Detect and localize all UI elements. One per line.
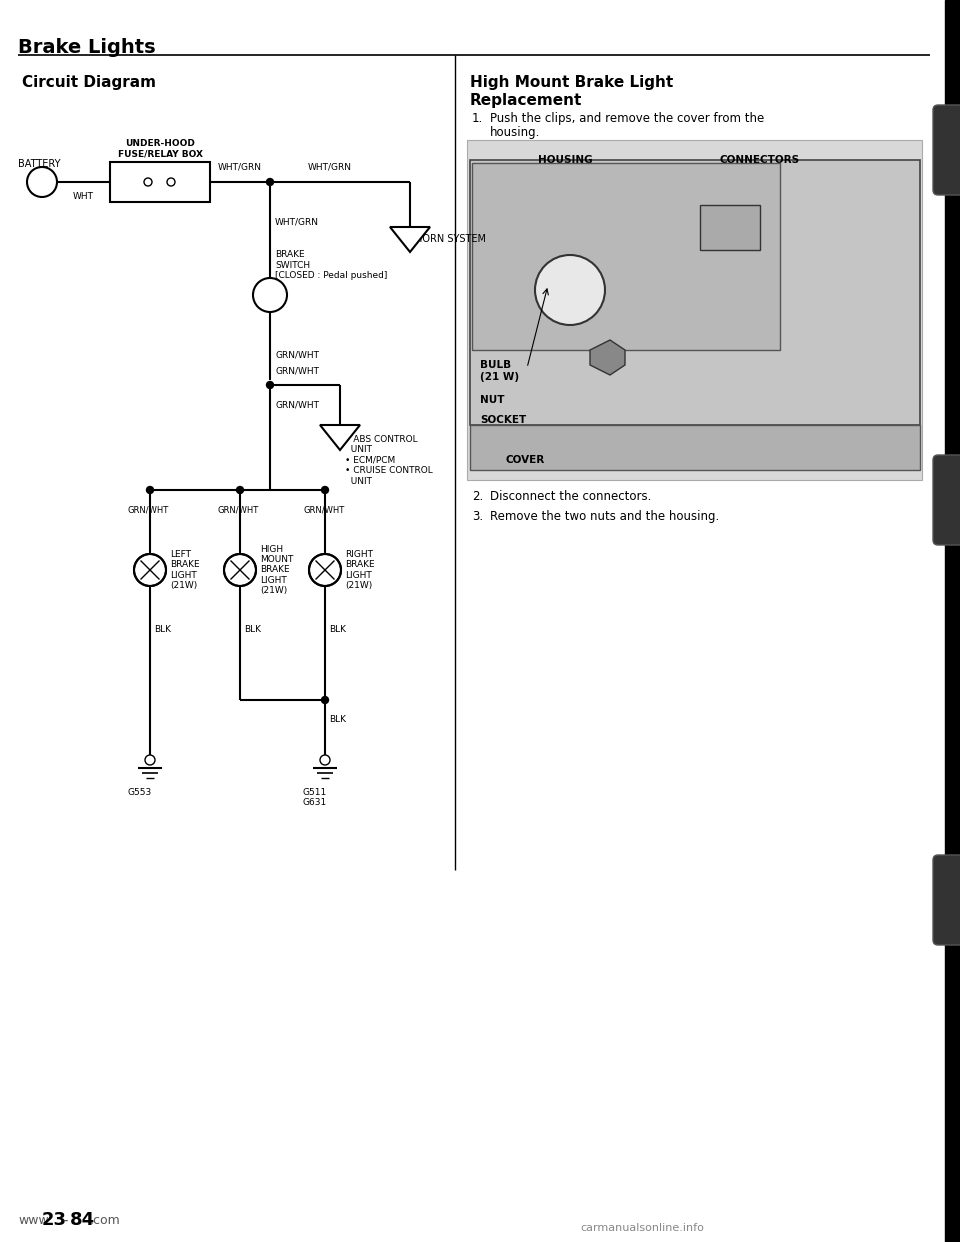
Text: • ABS CONTROL
  UNIT
• ECM/PCM
• CRUISE CONTROL
  UNIT: • ABS CONTROL UNIT • ECM/PCM • CRUISE CO… xyxy=(345,435,433,486)
Text: 1.: 1. xyxy=(472,112,483,125)
Text: LEFT
BRAKE
LIGHT
(21W): LEFT BRAKE LIGHT (21W) xyxy=(170,550,200,590)
Text: www: www xyxy=(18,1213,49,1227)
Bar xyxy=(945,0,960,1242)
Text: BLK: BLK xyxy=(329,715,346,724)
Text: HIGH
MOUNT
BRAKE
LIGHT
(21W): HIGH MOUNT BRAKE LIGHT (21W) xyxy=(260,545,294,595)
Text: BULB
(21 W): BULB (21 W) xyxy=(480,360,519,381)
Circle shape xyxy=(145,755,155,765)
Text: o: o xyxy=(272,297,276,303)
Text: BRAKE
SWITCH
[CLOSED : Pedal pushed]: BRAKE SWITCH [CLOSED : Pedal pushed] xyxy=(275,250,388,279)
Circle shape xyxy=(267,179,274,185)
Text: BLK: BLK xyxy=(154,626,171,635)
Text: Disconnect the connectors.: Disconnect the connectors. xyxy=(490,491,652,503)
Text: 3.: 3. xyxy=(472,510,483,523)
Text: G553: G553 xyxy=(128,787,152,797)
Text: High Mount Brake Light: High Mount Brake Light xyxy=(470,75,673,89)
Polygon shape xyxy=(590,340,625,375)
FancyBboxPatch shape xyxy=(933,854,960,945)
Circle shape xyxy=(147,487,154,493)
Text: carmanualsonline.info: carmanualsonline.info xyxy=(580,1223,704,1233)
Text: 23: 23 xyxy=(42,1211,67,1230)
Circle shape xyxy=(134,554,166,586)
Text: Brake Lights: Brake Lights xyxy=(18,39,156,57)
Text: GRN/WHT: GRN/WHT xyxy=(128,505,169,514)
Text: WHT/GRN: WHT/GRN xyxy=(275,217,319,226)
Text: GRN/WHT: GRN/WHT xyxy=(218,505,259,514)
Text: CONNECTORS: CONNECTORS xyxy=(720,155,800,165)
Text: NUT: NUT xyxy=(480,395,505,405)
Text: COVER: COVER xyxy=(505,455,544,465)
Text: BLK: BLK xyxy=(244,626,261,635)
Circle shape xyxy=(322,487,328,493)
Text: BATTERY: BATTERY xyxy=(18,159,60,169)
Circle shape xyxy=(320,755,330,765)
Circle shape xyxy=(322,697,328,703)
Text: G511
G631: G511 G631 xyxy=(302,787,327,807)
Text: Circuit Diagram: Circuit Diagram xyxy=(22,75,156,89)
Text: 2.: 2. xyxy=(472,491,483,503)
Text: WHT/GRN: WHT/GRN xyxy=(218,163,262,171)
Text: UNDER-HOOD: UNDER-HOOD xyxy=(125,139,195,149)
Bar xyxy=(467,140,922,479)
Text: P: P xyxy=(262,287,268,296)
Circle shape xyxy=(224,554,256,586)
Polygon shape xyxy=(472,163,780,350)
Bar xyxy=(470,425,920,469)
Text: GRN/WHT: GRN/WHT xyxy=(275,400,319,410)
Text: WHT: WHT xyxy=(73,193,93,201)
Text: 84: 84 xyxy=(70,1211,95,1230)
Bar xyxy=(700,205,760,250)
Circle shape xyxy=(253,278,287,312)
Text: Push the clips, and remove the cover from the: Push the clips, and remove the cover fro… xyxy=(490,112,764,125)
Polygon shape xyxy=(470,160,920,425)
Text: FUSE/RELAY BOX: FUSE/RELAY BOX xyxy=(117,149,203,159)
Text: HOUSING: HOUSING xyxy=(538,155,592,165)
Text: WHT/GRN: WHT/GRN xyxy=(308,163,352,171)
Text: Remove the two nuts and the housing.: Remove the two nuts and the housing. xyxy=(490,510,719,523)
Text: GRN/WHT: GRN/WHT xyxy=(275,366,319,375)
Circle shape xyxy=(27,166,57,197)
Circle shape xyxy=(267,381,274,389)
Circle shape xyxy=(167,178,175,186)
Circle shape xyxy=(236,487,244,493)
Text: -: - xyxy=(62,1212,67,1227)
Bar xyxy=(110,161,210,202)
Circle shape xyxy=(309,554,341,586)
Polygon shape xyxy=(320,425,360,450)
Text: +: + xyxy=(36,175,48,189)
Circle shape xyxy=(535,255,605,325)
Circle shape xyxy=(144,178,152,186)
Text: No.52 (15A): No.52 (15A) xyxy=(133,178,187,186)
Text: GRN/WHT: GRN/WHT xyxy=(275,350,319,359)
FancyBboxPatch shape xyxy=(933,106,960,195)
Text: .com: .com xyxy=(90,1213,121,1227)
Text: SOCKET: SOCKET xyxy=(480,415,526,425)
Text: housing.: housing. xyxy=(490,125,540,139)
Text: RIGHT
BRAKE
LIGHT
(21W): RIGHT BRAKE LIGHT (21W) xyxy=(345,550,374,590)
Text: Replacement: Replacement xyxy=(470,93,583,108)
Text: BLK: BLK xyxy=(329,626,346,635)
Text: GRN/WHT: GRN/WHT xyxy=(303,505,345,514)
Text: HORN SYSTEM: HORN SYSTEM xyxy=(415,233,486,243)
Polygon shape xyxy=(390,227,430,252)
FancyBboxPatch shape xyxy=(933,455,960,545)
